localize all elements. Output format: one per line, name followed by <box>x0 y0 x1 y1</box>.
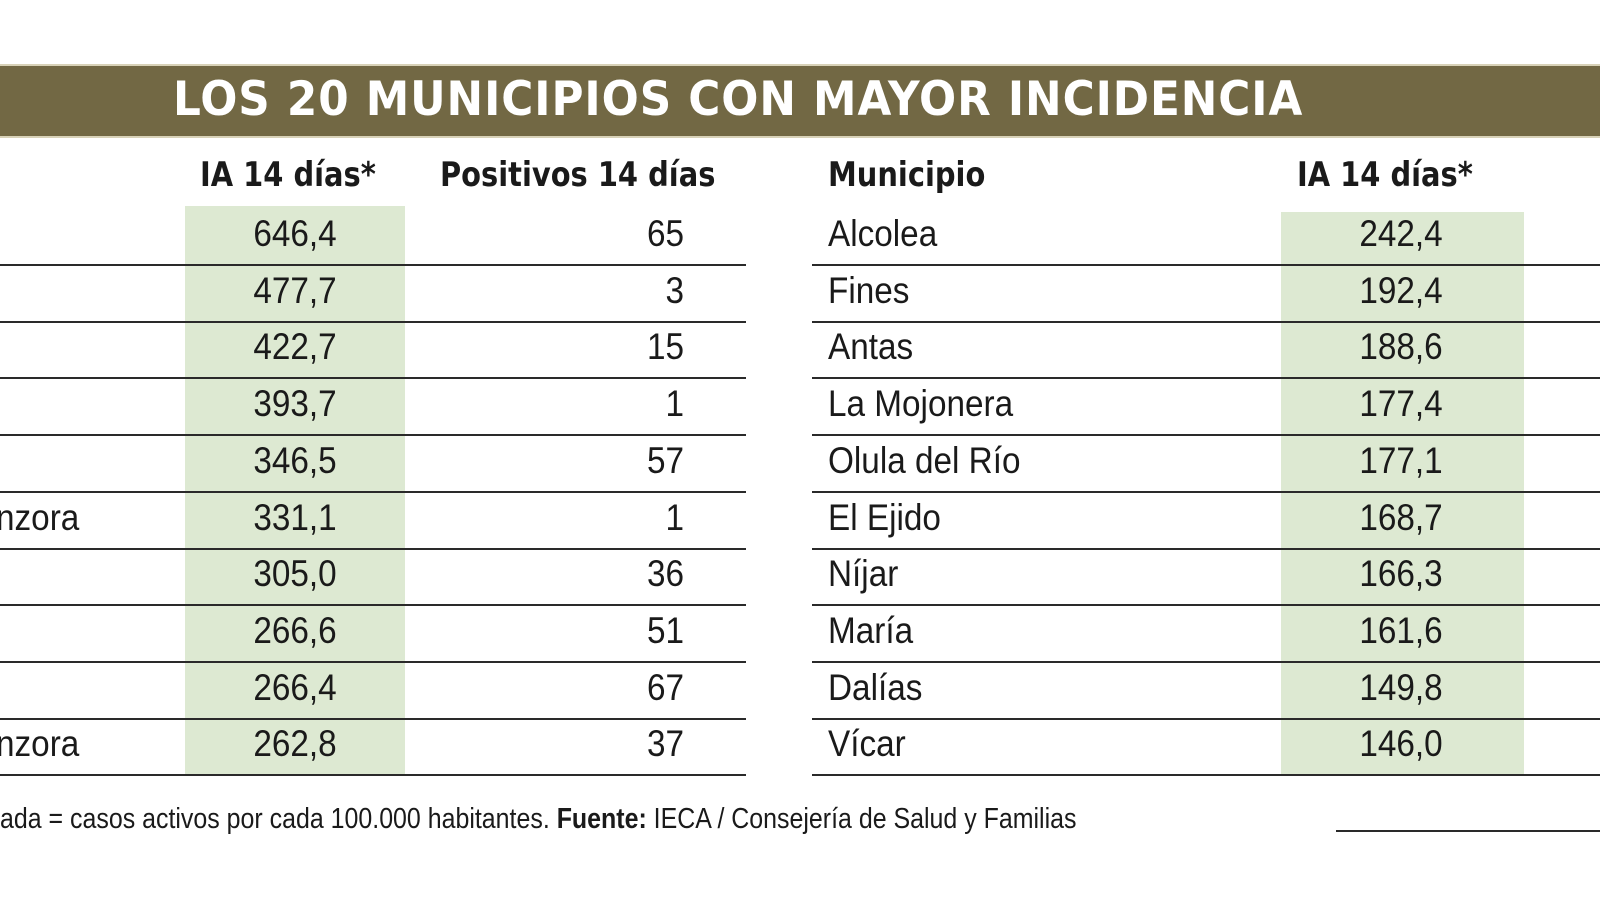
title-banner: LOS 20 MUNICIPIOS CON MAYOR INCIDENCIA <box>0 64 1600 138</box>
right-header-municipio: Municipio <box>828 155 986 195</box>
left-ia-cell: 305,0 <box>253 553 337 595</box>
row-divider <box>812 547 1600 550</box>
left-header-positivos: Positivos 14 días <box>440 155 716 195</box>
footnote: ada = casos activos por cada 100.000 hab… <box>0 803 1076 836</box>
right-municipio-cell: Níjar <box>828 553 899 595</box>
right-municipio-cell: Antas <box>828 326 914 368</box>
right-ia-cell: 146,0 <box>1359 723 1443 765</box>
right-municipio-cell: Olula del Río <box>828 439 1021 481</box>
row-divider <box>812 490 1600 493</box>
right-ia-cell: 177,4 <box>1359 383 1443 425</box>
left-positivos-cell: 57 <box>646 439 684 481</box>
row-divider <box>812 660 1600 663</box>
left-ia-highlight <box>185 206 405 774</box>
left-ia-cell: 422,7 <box>253 326 337 368</box>
left-municipio-cell: nzora <box>0 723 80 765</box>
row-divider <box>812 377 1600 380</box>
right-ia-cell: 168,7 <box>1359 496 1443 538</box>
left-positivos-cell: 37 <box>646 723 684 765</box>
row-divider <box>0 717 746 720</box>
right-header-ia: IA 14 días* <box>1297 155 1473 195</box>
left-positivos-cell: 65 <box>646 213 684 254</box>
right-ia-cell: 161,6 <box>1359 609 1443 651</box>
row-divider <box>0 264 746 266</box>
right-municipio-cell: María <box>828 609 914 651</box>
right-ia-highlight <box>1281 212 1524 774</box>
right-ia-cell: 188,6 <box>1359 326 1443 368</box>
right-ia-cell: 192,4 <box>1359 269 1443 311</box>
page-title: LOS 20 MUNICIPIOS CON MAYOR INCIDENCIA <box>173 72 1304 127</box>
left-ia-cell: 266,6 <box>253 609 337 651</box>
row-divider <box>0 660 746 663</box>
left-positivos-cell: 1 <box>665 496 684 538</box>
row-divider <box>0 320 746 323</box>
source-label: Fuente: <box>556 803 647 835</box>
right-municipio-cell: Fines <box>828 269 910 311</box>
row-divider <box>812 774 1600 777</box>
right-municipio-cell: El Ejido <box>828 496 941 538</box>
left-ia-cell: 477,7 <box>253 269 337 311</box>
row-divider <box>0 604 746 607</box>
row-divider <box>812 264 1600 266</box>
row-divider <box>812 717 1600 720</box>
row-divider <box>812 604 1600 607</box>
left-ia-cell: 346,5 <box>253 439 337 481</box>
right-ia-cell: 177,1 <box>1359 439 1443 481</box>
left-ia-cell: 646,4 <box>253 213 337 254</box>
right-municipio-cell: Alcolea <box>828 213 938 254</box>
left-positivos-cell: 15 <box>646 326 684 368</box>
left-ia-cell: 262,8 <box>253 723 337 765</box>
right-municipio-cell: La Mojonera <box>828 383 1014 425</box>
row-divider <box>0 434 746 437</box>
left-positivos-cell: 3 <box>665 269 684 311</box>
right-ia-cell: 149,8 <box>1359 666 1443 708</box>
left-positivos-cell: 67 <box>646 666 684 708</box>
left-ia-cell: 393,7 <box>253 383 337 425</box>
left-municipio-cell: nzora <box>0 496 80 538</box>
left-positivos-cell: 36 <box>646 553 684 595</box>
right-municipio-cell: Dalías <box>828 666 923 708</box>
footnote-text: ada = casos activos por cada 100.000 hab… <box>0 803 557 835</box>
right-ia-cell: 166,3 <box>1359 553 1443 595</box>
left-positivos-cell: 51 <box>646 609 684 651</box>
left-ia-cell: 331,1 <box>253 496 337 538</box>
row-divider <box>0 490 746 493</box>
row-divider <box>812 434 1600 437</box>
row-divider <box>0 377 746 380</box>
footnote-rule <box>1336 830 1600 832</box>
right-ia-cell: 242,4 <box>1359 213 1443 254</box>
source-text: IECA / Consejería de Salud y Familias <box>646 803 1077 835</box>
row-divider <box>0 547 746 550</box>
left-ia-cell: 266,4 <box>253 666 337 708</box>
left-header-ia: IA 14 días* <box>200 155 376 195</box>
left-positivos-cell: 1 <box>665 383 684 425</box>
row-divider <box>0 774 746 777</box>
right-municipio-cell: Vícar <box>828 723 906 765</box>
row-divider <box>812 320 1600 323</box>
